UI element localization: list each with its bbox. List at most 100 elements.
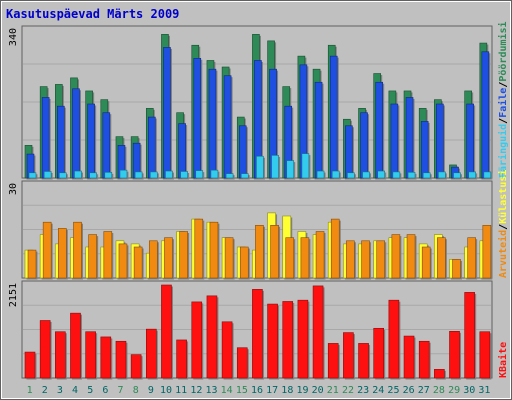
bar-hits-day-4 bbox=[74, 170, 83, 180]
bar-hits-day-26 bbox=[407, 172, 417, 180]
bar-hits-day-23 bbox=[362, 171, 372, 180]
bar-sites-day-6 bbox=[103, 231, 114, 280]
bar-sites-day-27 bbox=[421, 246, 432, 280]
bar-hits-day-16-face bbox=[256, 155, 264, 179]
bar-sites-day-30-face bbox=[467, 237, 476, 279]
bar-sites-day-3-face bbox=[58, 228, 67, 279]
bar-files-day-6-face bbox=[102, 112, 111, 179]
bar-hits-day-27 bbox=[422, 172, 432, 180]
bar-sites-day-20 bbox=[315, 231, 326, 280]
bar-files-day-11-face bbox=[178, 123, 186, 179]
bar-kbytes-day-16 bbox=[252, 289, 264, 380]
bar-files-day-28-face bbox=[436, 103, 444, 179]
bar-kbytes-day-17-face bbox=[267, 303, 278, 379]
bar-hits-day-29 bbox=[453, 172, 463, 180]
bar-sites-day-18 bbox=[285, 237, 296, 280]
bar-sites-day-26-face bbox=[406, 234, 416, 279]
x-tick-label-day-28: 28 bbox=[433, 385, 445, 396]
bar-kbytes-day-8 bbox=[130, 354, 143, 380]
bar-files-day-5 bbox=[87, 103, 97, 180]
bar-files-day-3-face bbox=[57, 105, 65, 179]
x-tick-label-day-3: 3 bbox=[57, 385, 63, 396]
legend-top-item: Pöördumisi bbox=[497, 21, 509, 81]
bar-kbytes-day-25 bbox=[388, 299, 401, 380]
legend-top: Päringuid/Faile/Pöördumisi bbox=[497, 21, 509, 178]
bar-hits-day-5 bbox=[89, 172, 99, 180]
bar-hits-day-18-face bbox=[286, 160, 295, 179]
bar-hits-day-29-face bbox=[453, 172, 461, 179]
bar-kbytes-day-23 bbox=[358, 343, 371, 380]
bar-sites-day-22 bbox=[346, 240, 356, 280]
bar-sites-day-13-face bbox=[209, 221, 219, 279]
bar-sites-day-15 bbox=[239, 246, 250, 280]
bar-hits-day-30-face bbox=[468, 171, 476, 179]
bar-hits-day-31 bbox=[483, 171, 493, 180]
bar-sites-day-21 bbox=[330, 218, 341, 280]
bar-sites-day-18-face bbox=[285, 237, 295, 279]
bar-kbytes-day-20 bbox=[312, 285, 325, 380]
bar-kbytes-day-22-face bbox=[343, 332, 354, 379]
bar-kbytes-day-5-face bbox=[85, 331, 96, 379]
chart-title: Kasutuspäevad Märts 2009 bbox=[6, 7, 179, 21]
bar-kbytes-day-5 bbox=[85, 331, 98, 380]
x-tick-label-day-8: 8 bbox=[133, 385, 139, 396]
x-tick-label-day-27: 27 bbox=[418, 385, 430, 396]
bar-files-day-15-face bbox=[238, 125, 247, 179]
bar-kbytes-day-21-face bbox=[327, 343, 339, 379]
bar-files-day-3 bbox=[57, 105, 66, 180]
bar-hits-day-25-face bbox=[392, 171, 401, 179]
bar-kbytes-day-15-face bbox=[236, 347, 248, 379]
bar-files-day-12-face bbox=[193, 57, 202, 179]
legend-bottom: KBaite bbox=[497, 342, 509, 378]
bar-hits-day-17-face bbox=[271, 155, 279, 179]
bar-kbytes-day-14 bbox=[221, 321, 234, 380]
bar-sites-day-13 bbox=[209, 221, 220, 280]
bar-files-day-26 bbox=[405, 97, 415, 180]
bar-kbytes-day-31-face bbox=[479, 331, 491, 379]
bar-files-day-9-face bbox=[147, 116, 156, 179]
bar-kbytes-day-24 bbox=[373, 327, 386, 380]
bar-sites-day-25-face bbox=[391, 234, 401, 279]
bar-kbytes-day-9-face bbox=[145, 328, 157, 379]
bar-kbytes-day-19 bbox=[297, 299, 310, 380]
bar-kbytes-day-7 bbox=[115, 340, 128, 380]
bar-files-day-4-face bbox=[72, 88, 80, 179]
legend-middle-item: Arvuteid bbox=[497, 230, 509, 278]
bar-files-day-12 bbox=[193, 57, 203, 180]
bar-kbytes-day-6 bbox=[100, 336, 113, 380]
bar-sites-day-10-face bbox=[164, 237, 173, 279]
bar-hits-day-22-face bbox=[347, 172, 355, 179]
bar-hits-day-12 bbox=[195, 170, 205, 180]
bar-kbytes-day-7-face bbox=[115, 340, 127, 379]
bar-files-day-30-face bbox=[466, 103, 474, 179]
bar-kbytes-day-27 bbox=[418, 340, 431, 380]
bar-kbytes-day-13 bbox=[206, 295, 219, 380]
bar-kbytes-day-4-face bbox=[70, 312, 81, 379]
bar-sites-day-23 bbox=[361, 240, 372, 280]
x-tick-label-day-7: 7 bbox=[118, 385, 124, 396]
bar-files-day-25 bbox=[390, 103, 400, 180]
x-tick-label-day-15: 15 bbox=[236, 385, 248, 396]
bar-files-day-10 bbox=[163, 47, 172, 180]
bar-kbytes-day-22 bbox=[343, 332, 355, 380]
bar-hits-day-6-face bbox=[104, 172, 113, 179]
x-tick-label-day-20: 20 bbox=[312, 385, 324, 396]
bar-kbytes-day-14-face bbox=[221, 321, 233, 379]
bar-kbytes-day-25-face bbox=[388, 299, 400, 379]
bar-kbytes-day-29-face bbox=[449, 331, 460, 379]
bar-files-day-11 bbox=[178, 123, 188, 180]
chart-marks bbox=[24, 34, 493, 380]
bar-files-day-21 bbox=[329, 55, 339, 180]
bar-hits-day-17 bbox=[271, 155, 281, 180]
bar-files-day-21-face bbox=[329, 55, 338, 179]
bar-sites-day-16-face bbox=[255, 225, 264, 279]
bar-sites-day-24-face bbox=[376, 240, 386, 279]
bar-sites-day-29 bbox=[452, 259, 463, 280]
bar-sites-day-16 bbox=[255, 225, 265, 280]
bar-hits-day-2-face bbox=[43, 171, 52, 179]
x-tick-label-day-25: 25 bbox=[387, 385, 399, 396]
bar-hits-day-2 bbox=[43, 171, 53, 180]
bar-hits-day-9 bbox=[149, 171, 159, 180]
bar-files-day-2 bbox=[41, 97, 51, 180]
